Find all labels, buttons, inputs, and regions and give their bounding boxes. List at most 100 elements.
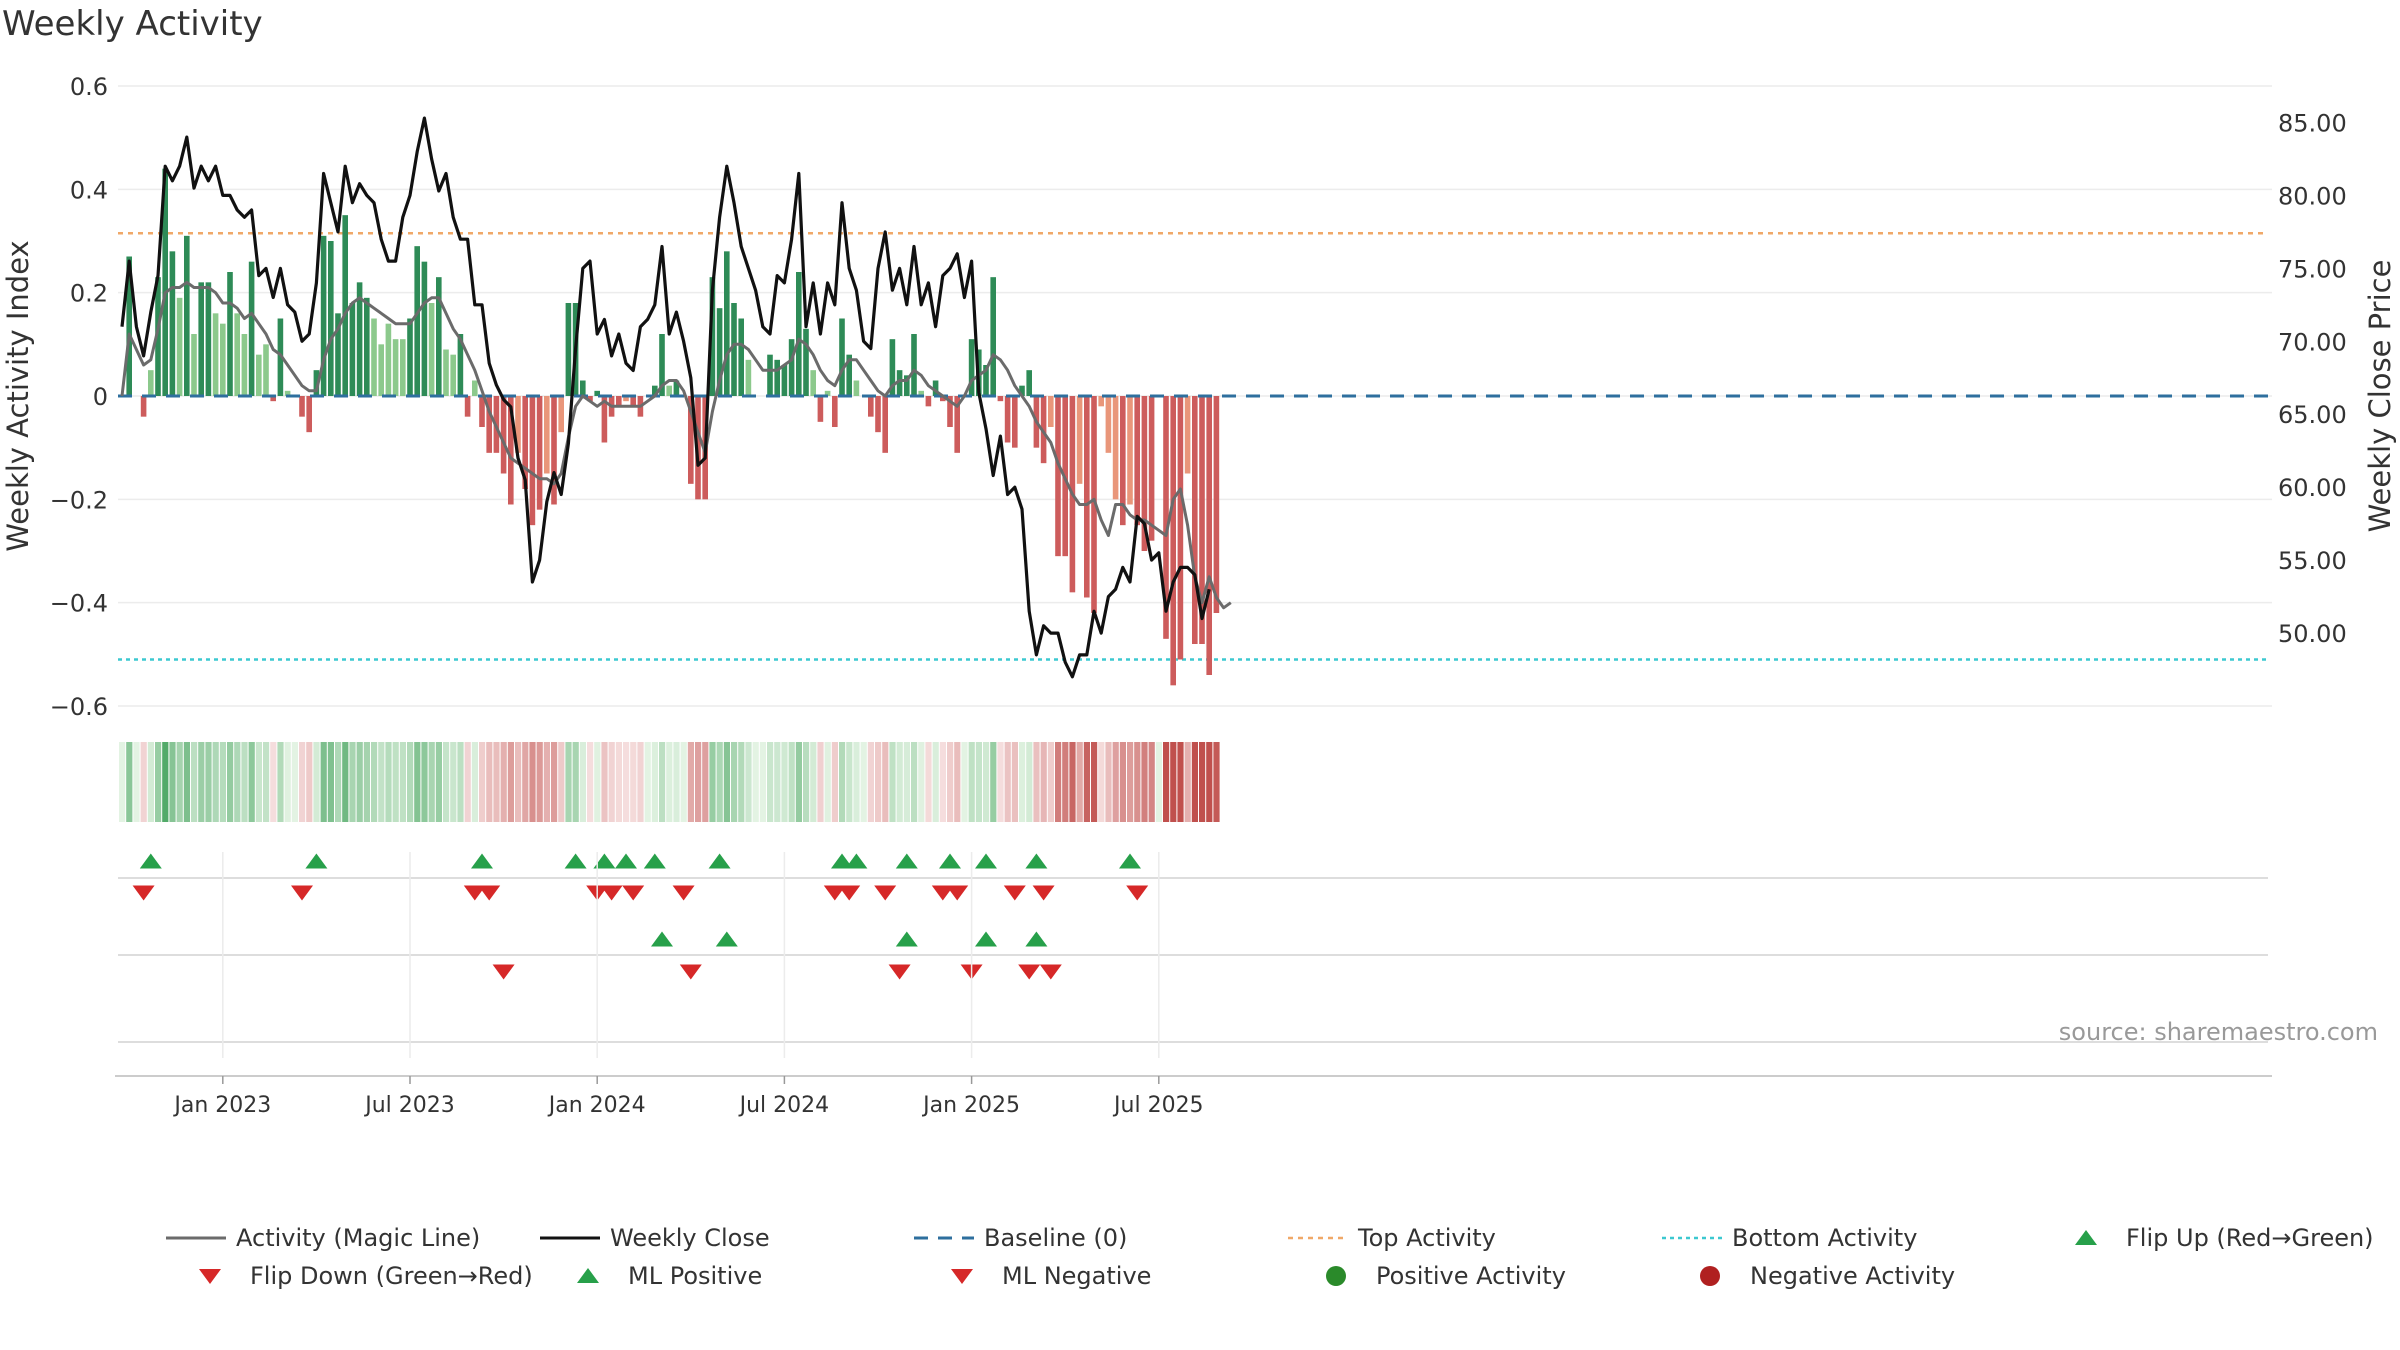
- flip-up-marker: [831, 853, 853, 869]
- legend-item-bottom-activity: Bottom Activity: [1662, 1224, 1917, 1252]
- activity-bar: [385, 323, 392, 396]
- heat-strip-cell: [1098, 742, 1105, 822]
- ml-positive-marker: [975, 931, 997, 947]
- flip-up-marker: [471, 853, 493, 869]
- y2-tick-label: 85.00: [2278, 109, 2347, 137]
- activity-bar: [126, 256, 132, 396]
- heat-strip-cell: [615, 742, 622, 822]
- magic-line: [120, 280, 1232, 610]
- flip-down-marker: [931, 885, 954, 901]
- heat-strip-cell: [803, 742, 810, 822]
- x-tick-label: Jul 2024: [738, 1093, 830, 1118]
- activity-bar: [990, 277, 996, 396]
- legend-swatch: [1288, 1236, 1348, 1240]
- x-tick-label: Jan 2023: [172, 1093, 271, 1118]
- heat-strip-cell: [248, 742, 255, 822]
- heat-strip-cell: [1026, 742, 1033, 822]
- heat-strip-cell: [543, 742, 550, 822]
- heat-strip-cell: [1083, 742, 1090, 822]
- heat-strip-cell: [954, 742, 961, 822]
- heat-strip-cell: [565, 742, 572, 822]
- activity-bar: [176, 297, 183, 396]
- activity-bar: [688, 396, 694, 484]
- axes: 0.6 0.4 0.2 0 −0.2 −0.4 −0.6 85.00 80.00 75.00 70.…: [50, 73, 2347, 721]
- heat-strip-cell: [457, 742, 464, 822]
- activity-bar: [1192, 396, 1198, 644]
- heat-strip-cell: [961, 742, 968, 822]
- activity-bar: [140, 396, 147, 417]
- activity-bar: [544, 396, 550, 474]
- heat-strip-cell: [795, 742, 802, 822]
- heat-strip-cell: [1004, 742, 1011, 822]
- heat-strip-cell: [536, 742, 543, 822]
- heat-strip-cell: [241, 742, 248, 822]
- activity-bar: [227, 272, 233, 396]
- activity-bar: [198, 282, 204, 396]
- heat-strip-cell: [810, 742, 817, 822]
- heat-strip-cell: [774, 742, 781, 822]
- heat-strip-cell: [270, 742, 277, 822]
- heat-strip-cell: [630, 742, 637, 822]
- activity-bar: [911, 334, 917, 396]
- activity-bar: [1076, 396, 1083, 484]
- activity-bar: [659, 334, 665, 396]
- activity-bar: [738, 318, 744, 396]
- heat-strip-cell: [975, 742, 982, 822]
- ml-positive-marker: [651, 931, 673, 947]
- x-tick-label: Jan 2024: [547, 1093, 646, 1118]
- legend-item-positive-activity: Positive Activity: [1306, 1262, 1566, 1290]
- heat-strip-cell: [867, 742, 874, 822]
- legend-label: Flip Down (Green→Red): [250, 1262, 533, 1290]
- activity-bar: [846, 354, 852, 396]
- heat-strip-cell: [1163, 742, 1170, 822]
- activity-bar: [486, 396, 492, 453]
- activity-bar: [666, 385, 672, 396]
- activity-bar: [709, 277, 716, 396]
- x-tick-label: Jan 2025: [921, 1093, 1020, 1118]
- heat-strip-cell: [219, 742, 226, 822]
- heat-strip-cell: [997, 742, 1004, 822]
- heat-strip-cell: [990, 742, 997, 822]
- activity-bar: [428, 303, 435, 396]
- activity-bar: [1148, 396, 1155, 541]
- flip-down-marker: [622, 885, 645, 901]
- heat-strip-cell: [1141, 742, 1148, 822]
- activity-bar: [558, 396, 564, 433]
- legend-label: Top Activity: [1358, 1224, 1496, 1252]
- flip-up-marker: [939, 853, 961, 869]
- heat-strip-cell: [414, 742, 421, 822]
- heat-strip-cell: [831, 742, 838, 822]
- activity-bar: [256, 354, 262, 396]
- activity-bar: [263, 344, 269, 396]
- heat-strip-cell: [169, 742, 176, 822]
- heat-strip-cell: [601, 742, 608, 822]
- heat-strip-cell: [1155, 742, 1162, 822]
- heat-strip-cell: [363, 742, 370, 822]
- activity-bar: [1141, 396, 1148, 551]
- activity-bar: [450, 354, 456, 396]
- heat-strip-cell: [227, 742, 234, 822]
- heat-strip-cell: [471, 742, 478, 822]
- ml-positive-marker: [1025, 931, 1048, 947]
- activity-bar: [457, 334, 464, 396]
- legend: Activity (Magic Line) Weekly Close Baselin…: [0, 1198, 2400, 1298]
- activity-bar: [796, 272, 802, 396]
- activity-bar: [932, 380, 939, 396]
- ml-negative-marker: [888, 964, 911, 980]
- heat-strip-cell: [759, 742, 766, 822]
- heat-strip-cell: [594, 742, 601, 822]
- source-note: source: sharemaestro.com: [2059, 1018, 2378, 1046]
- heat-strip-cell: [1213, 742, 1220, 822]
- heat-strip-cell: [126, 742, 133, 822]
- heat-strip-cell: [342, 742, 349, 822]
- heat-strip-cell: [234, 742, 241, 822]
- activity-bar: [601, 396, 608, 443]
- heat-strip-cell: [731, 742, 738, 822]
- activity-bar: [832, 396, 838, 427]
- activity-bar: [803, 328, 809, 396]
- heat-strip-cell: [212, 742, 219, 822]
- heat-strip-cell: [896, 742, 903, 822]
- heat-strip-cell: [925, 742, 932, 822]
- activity-bar: [968, 339, 975, 396]
- activity-bar: [947, 396, 953, 427]
